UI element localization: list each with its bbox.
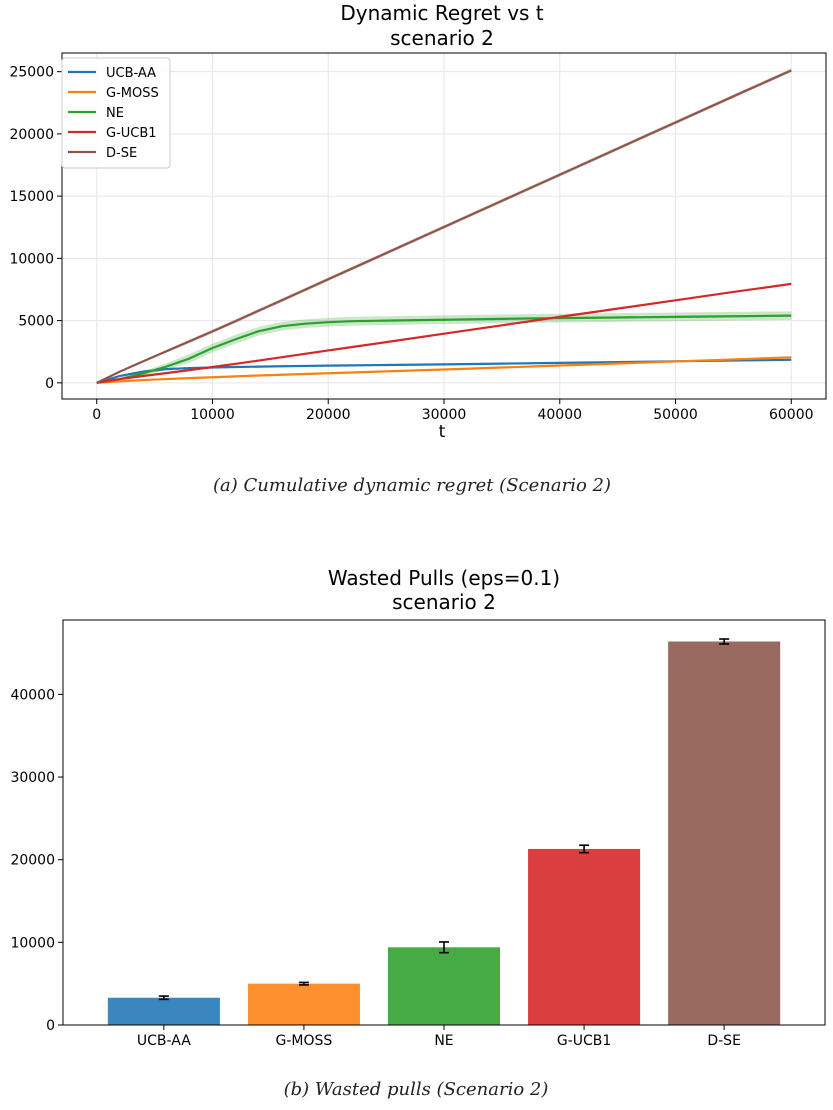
bar-ucb-aa (107, 997, 220, 1025)
legend-label-ne: NE (106, 106, 124, 121)
series-line-g-ucb1 (96, 282, 792, 384)
bar-chart-title: Wasted Pulls (eps=0.1) (328, 566, 560, 590)
y-tick-label: 5000 (18, 314, 54, 330)
legend-label-ucb-aa: UCB-AA (106, 66, 156, 81)
bar-chart-y-ticks: 0 10000 20000 30000 40000 (10, 687, 63, 1034)
bar-chart-x-ticks: UCB-AA G-MOSS NE G-UCB1 D-SE (137, 1025, 741, 1049)
x-tick-label: 20000 (306, 407, 351, 423)
error-bar-g-moss (298, 981, 309, 986)
line-chart-series-lines (96, 69, 792, 384)
line-chart-panel: Dynamic Regret vs t scenario 2 0 10000 200… (9, 1, 827, 442)
bar-chart-bars (107, 641, 781, 1025)
x-tick-label-g-moss: G-MOSS (276, 1033, 333, 1049)
y-tick-label: 0 (46, 1018, 55, 1034)
y-tick-label: 25000 (9, 65, 54, 81)
line-chart-title: Dynamic Regret vs t (340, 1, 543, 25)
y-tick-label: 20000 (9, 127, 54, 143)
y-tick-label: 10000 (9, 251, 54, 267)
series-line-ucb-aa (96, 358, 792, 384)
y-tick-label: 10000 (10, 935, 55, 951)
legend-label-d-se: D-SE (106, 146, 137, 161)
line-chart-legend: UCB-AA G-MOSS NE G-UCB1 D-SE (61, 57, 171, 169)
bar-chart-panel: Wasted Pulls (eps=0.1) scenario 2 UCB-AA… (10, 566, 826, 1049)
bar-d-se (668, 641, 781, 1025)
bar-chart-error-bars (158, 638, 730, 1001)
error-bar-g-ucb1 (579, 844, 590, 854)
line-chart-x-axis-label: t (439, 422, 446, 442)
line-chart-x-ticks: 0 10000 20000 30000 40000 50000 60000 (92, 399, 814, 423)
y-tick-label: 20000 (10, 853, 55, 869)
caption-b: (b) Wasted pulls (Scenario 2) (284, 1079, 549, 1100)
x-tick-label-ucb-aa: UCB-AA (137, 1033, 191, 1049)
caption-a: (a) Cumulative dynamic regret (Scenario … (213, 475, 611, 496)
bar-ne (387, 947, 501, 1025)
y-tick-label: 0 (45, 376, 54, 392)
y-tick-label: 40000 (10, 687, 55, 703)
x-tick-label: 60000 (769, 407, 814, 423)
x-tick-label: 30000 (422, 407, 467, 423)
bar-g-moss (247, 983, 360, 1025)
x-tick-label: 40000 (537, 407, 582, 423)
x-tick-label: 0 (92, 407, 101, 423)
band-d-se (96, 68, 792, 383)
x-tick-label-d-se: D-SE (707, 1033, 741, 1049)
x-tick-label: 10000 (190, 407, 235, 423)
error-bar-ne (439, 941, 449, 954)
legend-box (61, 57, 171, 169)
error-bar-d-se (719, 638, 730, 645)
x-tick-label-ne: NE (434, 1033, 453, 1049)
bar-chart-subtitle: scenario 2 (392, 590, 496, 614)
error-bar-ucb-aa (158, 995, 169, 1001)
y-tick-label: 15000 (9, 189, 54, 205)
y-tick-label: 30000 (10, 770, 55, 786)
legend-label-g-moss: G-MOSS (106, 86, 159, 101)
line-chart-subtitle: scenario 2 (390, 26, 494, 50)
bar-g-ucb1 (528, 848, 641, 1025)
line-chart-y-ticks: 0 5000 10000 15000 20000 25000 (9, 65, 62, 392)
series-line-d-se (96, 69, 792, 384)
x-tick-label: 50000 (653, 407, 698, 423)
series-line-g-moss (96, 356, 792, 384)
series-line-ne (96, 314, 792, 384)
x-tick-label-g-ucb1: G-UCB1 (557, 1033, 611, 1049)
legend-label-g-ucb1: G-UCB1 (106, 126, 157, 141)
